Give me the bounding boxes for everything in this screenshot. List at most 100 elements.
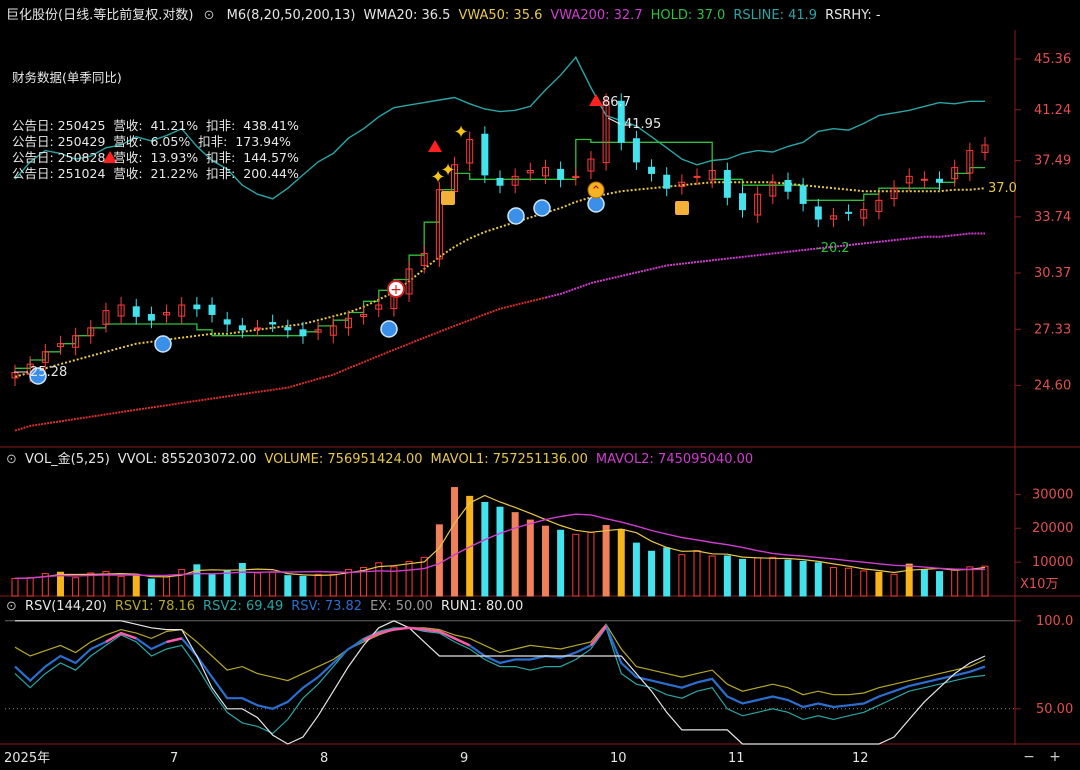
candle [632, 138, 640, 163]
candle [117, 304, 125, 317]
x-tick-label: 9 [460, 751, 468, 766]
volume-bar [739, 558, 746, 597]
y-tick-label: 20000 [1032, 521, 1073, 536]
zoom-in-button[interactable]: + [1049, 749, 1061, 765]
candle [435, 189, 443, 260]
volume-bar [890, 573, 898, 597]
y-tick-label: 41.24 [1034, 103, 1071, 118]
candle [223, 319, 231, 325]
candle [405, 268, 413, 295]
rsv-indicator-item: RUN1: 80.00 [440, 599, 524, 614]
y-tick-label: 45.36 [1034, 52, 1071, 67]
mavol1-line [14, 494, 986, 579]
volume-bar [284, 575, 292, 597]
buy-dot-icon [507, 207, 525, 225]
low-label: 25.28 [30, 365, 67, 380]
candle [648, 166, 656, 174]
volume-bar [981, 565, 989, 597]
volume-bar [936, 571, 944, 597]
high-pointer [607, 117, 621, 125]
candle [784, 179, 792, 192]
candle [951, 167, 959, 180]
candle [360, 313, 368, 317]
y-tick-label: 37.49 [1034, 154, 1071, 169]
volume-bar [163, 576, 171, 597]
sell-signal-icon [589, 94, 603, 106]
volume-header: ⊙ VOL_金(5,25) VVOL: 855203072.00 VOLUME: 7… [6, 451, 769, 469]
candle [739, 193, 746, 211]
candle [147, 314, 155, 321]
volume-bar [132, 573, 140, 597]
candle [754, 193, 762, 216]
volume-bar [784, 559, 792, 597]
candle [132, 306, 140, 317]
up-signal-icon: ⌃ [591, 184, 602, 199]
collapse-icon[interactable]: ⊙ [6, 599, 17, 614]
candle [875, 199, 883, 212]
candle [496, 177, 504, 186]
volume-bar [299, 575, 307, 597]
volume-bar [26, 577, 34, 597]
candle [163, 312, 171, 316]
candle [284, 327, 292, 331]
rsv-indicator-item: RSV2: 69.49 [203, 599, 284, 614]
financials-title: 财务数据(单季同比) [12, 70, 122, 85]
volume-bar [481, 501, 489, 597]
candle [920, 178, 928, 181]
volume-indicator-item: VOL_金(5,25) [25, 452, 110, 467]
volume-bar [269, 571, 277, 597]
volume-indicator-item: MAVOL1: 757251136.00 [430, 452, 588, 467]
candle [238, 325, 246, 331]
main-header: 巨化股份(日线.等比前复权.对数) ⊙ M6(8,20,50,200,13) WM… [6, 7, 897, 25]
volume-bar [238, 562, 246, 597]
up-signal-icon [587, 181, 605, 199]
rsv1-line [14, 623, 986, 696]
candle [936, 178, 944, 183]
candle [587, 158, 595, 172]
volume-bar [951, 569, 959, 597]
volume-bar [905, 563, 913, 597]
candle [102, 310, 110, 325]
volume-bar [314, 573, 322, 597]
candle [329, 325, 337, 336]
mavol2-line [14, 513, 986, 580]
candle [799, 185, 807, 204]
collapse-icon[interactable]: ⊙ [6, 452, 17, 467]
volume-bar [648, 550, 656, 597]
rsv-high-line [589, 625, 608, 647]
y-tick-label: 100.0 [1036, 614, 1073, 629]
vwa200-line [545, 232, 985, 299]
volume-bar [845, 567, 853, 597]
volume-bar [375, 562, 383, 597]
indicator-item: RSRHY: - [825, 8, 881, 23]
candle [511, 175, 519, 186]
financial-row: 公告日: 250828 营收: 13.93% 扣非: 144.57% [12, 150, 299, 165]
financial-row: 公告日: 250429 营收: 6.05% 扣非: 173.94% [12, 134, 291, 149]
indicator-item: VWA50: 35.6 [458, 8, 543, 23]
y-tick-label: 50.00 [1036, 702, 1073, 717]
collapse-icon[interactable]: ⊙ [203, 8, 215, 23]
volume-bar [526, 519, 534, 597]
volume-bar [632, 542, 640, 597]
candle [314, 329, 322, 333]
volume-bar [966, 566, 974, 597]
zoom-out-button[interactable]: − [1023, 749, 1035, 765]
candle [678, 181, 686, 187]
candle [829, 215, 837, 220]
volume-bar [344, 569, 352, 597]
financials-panel: 财务数据(单季同比) 公告日: 250425 营收: 41.21% 扣非: 43… [12, 38, 299, 198]
candle [11, 372, 19, 379]
drawdown-label: -20.2 [816, 241, 850, 256]
candle [344, 317, 352, 329]
candle [481, 133, 489, 176]
y-tick-label: 27.33 [1034, 322, 1071, 337]
volume-bar [829, 567, 837, 597]
volume-bar [814, 562, 822, 597]
hold-value-label: 37.0 [988, 181, 1017, 196]
candle [769, 181, 777, 197]
x-tick-label: 2025年 [4, 751, 50, 766]
rsline-line [14, 56, 985, 200]
butterfly-icon: ✦ [440, 160, 455, 181]
candle [56, 343, 64, 347]
